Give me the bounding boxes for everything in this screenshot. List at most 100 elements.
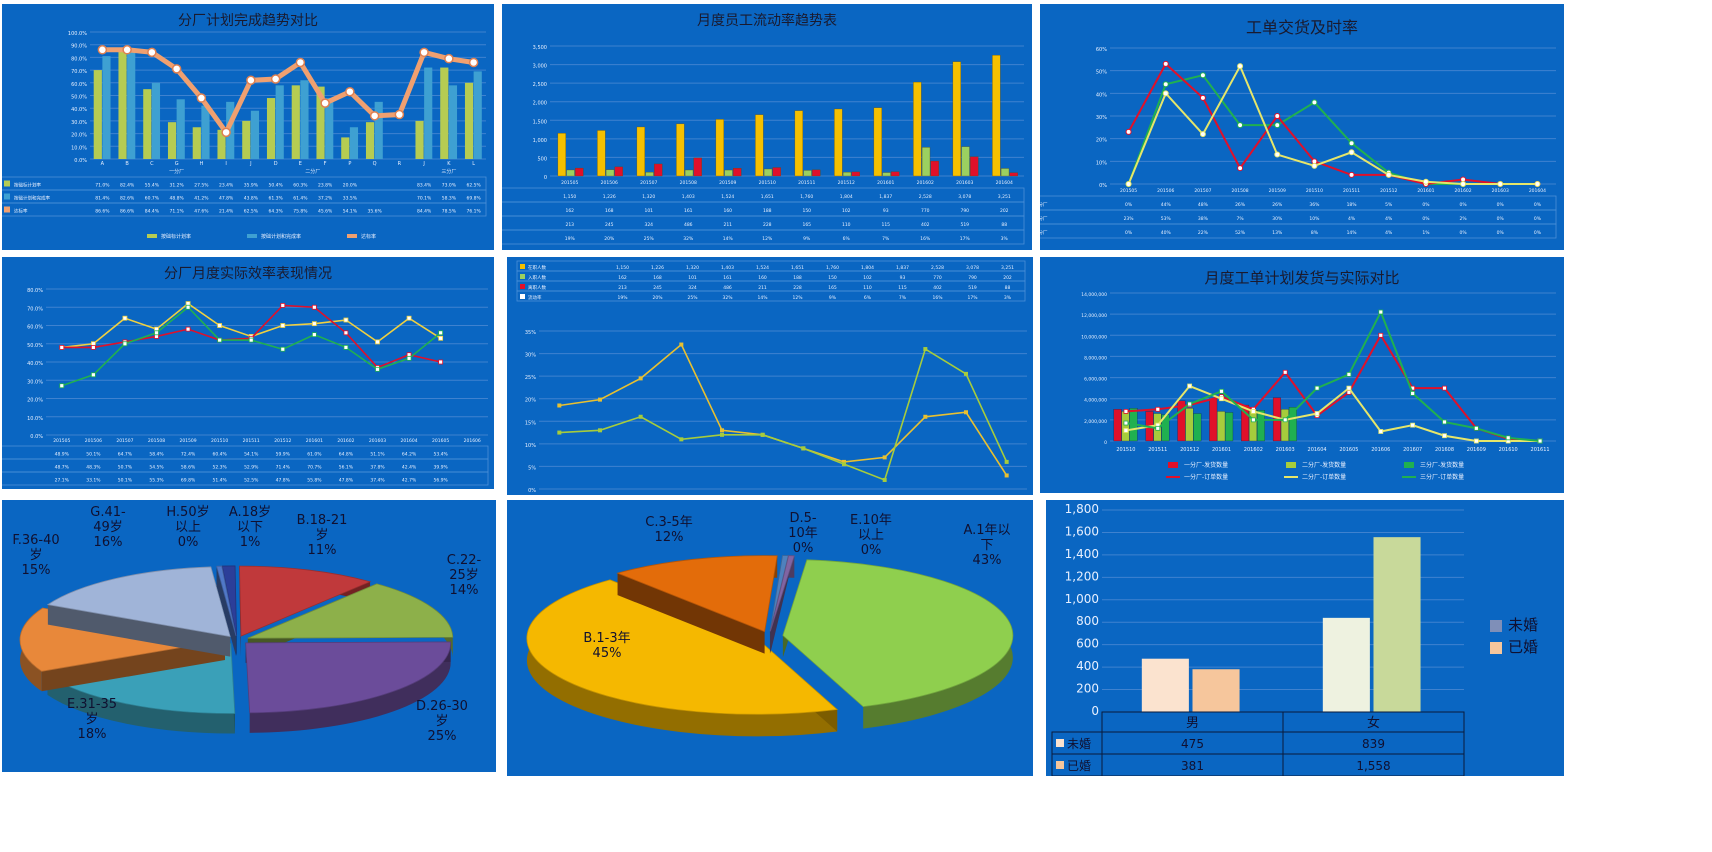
turnover-ytick-label: 1,500	[533, 119, 547, 125]
efficiency-table-cell: 37.8%	[370, 465, 385, 471]
rate-line-point	[882, 455, 887, 460]
efficiency-line-point	[90, 372, 96, 378]
delivery-line-point	[1125, 181, 1132, 187]
plan-xtick-label: J	[249, 161, 251, 167]
efficiency-xtick-label: 201511	[243, 438, 260, 444]
plan-line-point	[444, 53, 454, 64]
delivery-table-cell: 0%	[1534, 230, 1542, 236]
turnover-bar	[676, 123, 685, 177]
delivery-line-point	[1348, 149, 1355, 156]
turnover-bar	[1009, 172, 1018, 177]
tenure-slice-label: E.10年以上 0%	[850, 513, 892, 558]
order-bar	[1249, 410, 1258, 442]
efficiency-line-point	[311, 332, 317, 338]
efficiency-line-point	[438, 335, 444, 341]
efficiency-table-cell: 64.2%	[402, 452, 417, 458]
plan-table-cell: 75.8%	[293, 209, 308, 215]
plan-table-cell: 35.9%	[244, 183, 259, 189]
age-slice-label: A.18岁以下 1%	[229, 505, 271, 550]
chart-title-on-time-delivery: 工单交货及时率	[1245, 18, 1358, 37]
delivery-line-point	[1385, 171, 1392, 178]
efficiency-table-cell: 50.1%	[118, 478, 133, 484]
panel-age-distribution: A.18岁以下 1% B.18-21 岁 11% C.22-25岁 14% D.26-30 岁 2…	[2, 500, 496, 772]
order-line-point	[1378, 309, 1384, 315]
age-slice-side	[47, 674, 235, 734]
plan-table-cell: 84.4%	[417, 209, 432, 215]
efficiency-table-cell: 50.7%	[118, 465, 133, 471]
plan-line-point	[147, 47, 157, 58]
turnover-bar	[715, 119, 724, 177]
turnover-ytick-label: 3,500	[533, 45, 547, 51]
plan-xtick-label: C	[150, 161, 154, 167]
turnover-table-cell: 1,837	[879, 194, 892, 200]
order-line-point	[1314, 385, 1320, 391]
delivery-table-cell: 0%	[1460, 230, 1468, 236]
turnover-bar	[913, 81, 922, 177]
rate-table-cell: 88	[1005, 285, 1011, 291]
rate-table-cell: 165	[828, 285, 837, 291]
plan-xtick-label: B	[125, 161, 129, 167]
turnover-table-cell: 16%	[920, 236, 931, 242]
plan-table-cell: 83.4%	[417, 183, 432, 189]
rate-line-point	[557, 430, 562, 435]
rate-table-legend-key	[520, 264, 525, 269]
rate-table-cell: 3%	[1004, 295, 1012, 301]
rate-table-cell: 25%	[687, 295, 698, 301]
efficiency-table-cell: 64.8%	[339, 452, 354, 458]
efficiency-line-point	[248, 337, 254, 343]
efficiency-table-cell: 51.1%	[370, 452, 385, 458]
plan-table-cell: 78.5%	[442, 209, 457, 215]
plan-table-cell: 21.4%	[219, 209, 234, 215]
delivery-line-point	[1311, 162, 1318, 169]
tenure-slice	[782, 559, 1014, 708]
order-bar	[1193, 413, 1202, 442]
efficiency-ytick-label: 60.0%	[27, 325, 43, 331]
order-line-point	[1378, 332, 1384, 338]
order-bar	[1177, 400, 1186, 442]
delivery-table-row-label: 一分厂	[1040, 201, 1048, 208]
turnover-bar	[733, 168, 742, 177]
turnover-bar	[772, 167, 781, 177]
delivery-line-point	[1274, 113, 1281, 119]
marital-bar	[1192, 669, 1240, 712]
delivery-table-cell: 44%	[1161, 202, 1172, 208]
plan-table-cell: 35.6%	[367, 209, 382, 215]
panel-factory-efficiency: 分厂月度实际效率表现情况 0.0% 10.0% 20.0% 30.0% 40.0% 50.…	[2, 257, 494, 489]
rate-table-row	[516, 270, 1026, 282]
delivery-line-series	[1127, 63, 1538, 185]
rate-table-cell: 213	[618, 285, 627, 291]
rate-table-cell: 9%	[829, 295, 837, 301]
plan-xtick-label: E	[299, 161, 302, 167]
marital-xtick-label: 男	[1186, 716, 1199, 731]
delivery-table-cell: 4%	[1385, 230, 1393, 236]
order-legend-label: 一分厂-发货数量	[1184, 461, 1228, 469]
rate-table-cell: 1,403	[721, 265, 734, 271]
efficiency-table-cell: 54.5%	[149, 465, 164, 471]
turnover-table-cell: 32%	[683, 236, 694, 242]
rate-table-row	[516, 280, 1026, 292]
efficiency-table-cell: 48.7%	[55, 465, 70, 471]
efficiency-table-cell: 53.4%	[433, 452, 448, 458]
delivery-xtick-label: 201601	[1417, 188, 1434, 194]
delivery-table-row	[1040, 209, 1557, 225]
marital-table-row-label: 未婚	[1067, 737, 1091, 751]
rate-line-series	[559, 347, 1008, 482]
order-ytick-label: 12,000,000	[1081, 313, 1107, 319]
rate-table-cell: 790	[968, 275, 977, 281]
turnover-ytick-label: 2,500	[533, 82, 547, 88]
plan-ytick-label: 70.0%	[71, 69, 87, 75]
efficiency-table-cell: 52.9%	[244, 465, 259, 471]
rate-line-point	[842, 462, 846, 467]
efficiency-xtick-label: 201509	[179, 438, 196, 444]
turnover-bar	[882, 172, 891, 177]
order-line-point	[1187, 383, 1193, 389]
plan-bar	[242, 120, 251, 159]
marital-bar	[1373, 537, 1421, 712]
panel-tenure-distribution: A.1年以下 43% B.1-3年 45% C.3-5年 12% D.5-10年 0% E.10…	[507, 500, 1033, 776]
rate-table-cell: 32%	[722, 295, 733, 301]
plan-legend-key	[347, 234, 357, 238]
turnover-table-cell: 165	[802, 222, 811, 228]
efficiency-ytick-label: 40.0%	[27, 361, 43, 367]
turnover-table-cell: 93	[883, 208, 889, 214]
efficiency-xtick-label: 201508	[148, 438, 165, 444]
